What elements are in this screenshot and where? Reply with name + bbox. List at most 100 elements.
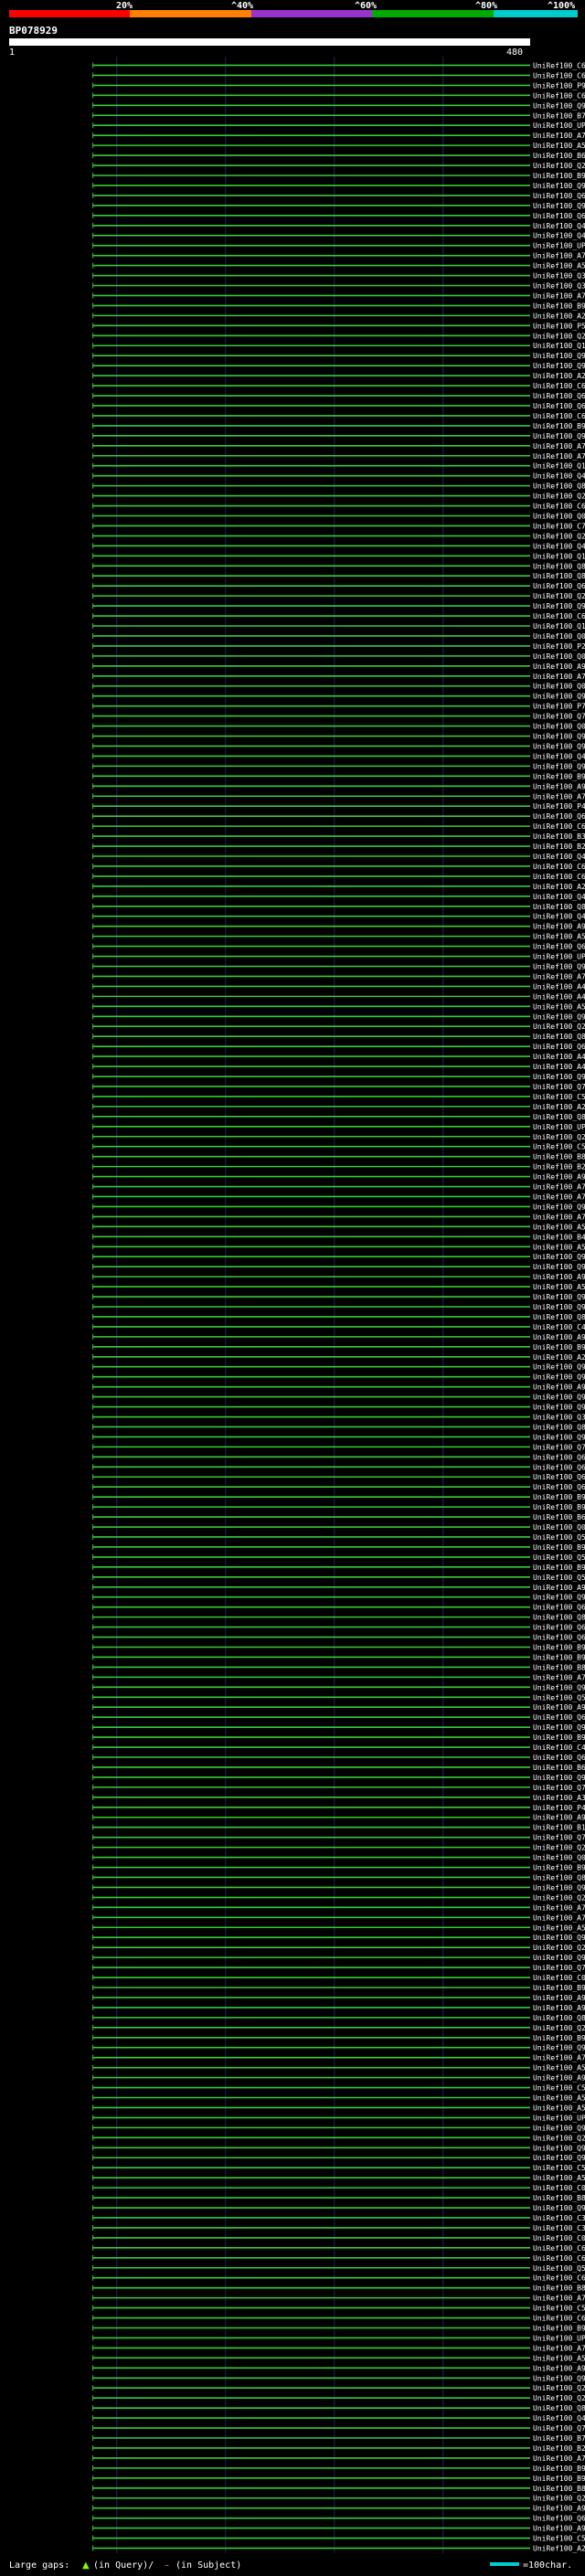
hit-label[interactable]: UniRef100_Q2LPR8: [533, 1023, 585, 1031]
hit-label[interactable]: UniRef100_Q9M601: [533, 733, 585, 741]
hit-label[interactable]: UniRef100_Q9SQV9: [533, 432, 585, 440]
hit-label[interactable]: UniRef100_C5YHU5: [533, 2084, 585, 2093]
hit-label[interactable]: UniRef100_Q2L381: [533, 2024, 585, 2032]
hit-label[interactable]: UniRef100_Q6L8K4: [533, 192, 585, 200]
hit-label[interactable]: UniRef100_Q27UTU1: [533, 2394, 585, 2402]
hit-label[interactable]: UniRef100_Q7SXJ0: [533, 713, 585, 721]
hit-label[interactable]: UniRef100_Q09K01: [533, 723, 585, 731]
hit-label[interactable]: UniRef100_B1P1X8: [533, 1824, 585, 1832]
hit-label[interactable]: UniRef100_Q9SN20: [533, 2144, 585, 2152]
hit-label[interactable]: UniRef100_A4L9H7: [533, 992, 585, 1001]
hit-label[interactable]: UniRef100_Q8LMJ8: [533, 1423, 585, 1431]
hit-label[interactable]: UniRef100_Q2QW09: [533, 2495, 585, 2503]
hit-label[interactable]: UniRef100_A5WMH5: [533, 1243, 585, 1251]
hit-label[interactable]: UniRef100_Q14YV8: [533, 342, 585, 350]
hit-label[interactable]: UniRef100_A4L9H2: [533, 1053, 585, 1061]
hit-label[interactable]: UniRef100_A5B0Y5: [533, 2064, 585, 2072]
hit-label[interactable]: UniRef100_Q9CA03: [533, 1954, 585, 1962]
hit-label[interactable]: UniRef100_A2Q553: [533, 312, 585, 320]
hit-label[interactable]: UniRef100_Q8H215: [533, 1873, 585, 1882]
hit-label[interactable]: UniRef100_Q94KZ8: [533, 1404, 585, 1412]
hit-label[interactable]: UniRef100_UP1000..: [533, 2334, 585, 2342]
hit-label[interactable]: UniRef100_Q9CAM9: [533, 1203, 585, 1211]
hit-label[interactable]: UniRef100_C6T1J7: [533, 382, 585, 390]
hit-label[interactable]: UniRef100_Q9SWC2: [533, 2154, 585, 2162]
hit-label[interactable]: UniRef100_C6FAS4: [533, 2244, 585, 2253]
hit-label[interactable]: UniRef100_A9NPE2: [533, 1703, 585, 1712]
hit-label[interactable]: UniRef100_Q43609: [533, 232, 585, 240]
hit-label[interactable]: UniRef100_UP1000..: [533, 953, 585, 961]
hit-label[interactable]: UniRef100_Q9XE90: [533, 1293, 585, 1301]
hit-label[interactable]: UniRef100_B9G8S0: [533, 422, 585, 430]
hit-label[interactable]: UniRef100_Q6UNM7: [533, 1754, 585, 1762]
hit-label[interactable]: UniRef100_Q42949: [533, 913, 585, 921]
hit-label[interactable]: UniRef100_C6TGR0: [533, 503, 585, 511]
hit-label[interactable]: UniRef100_A7PSQ3: [533, 2344, 585, 2352]
hit-label[interactable]: UniRef100_Q677C9: [533, 812, 585, 821]
hit-label[interactable]: UniRef100_A7QW16: [533, 2054, 585, 2062]
hit-label[interactable]: UniRef100_Q43347: [533, 853, 585, 861]
hit-label[interactable]: UniRef100_A2TL82: [533, 2545, 585, 2553]
hit-label[interactable]: UniRef100_Q94GW8: [533, 1433, 585, 1441]
hit-label[interactable]: UniRef100_B9RMV2: [533, 1653, 585, 1661]
hit-label[interactable]: UniRef100_A9PCT2: [533, 1333, 585, 1341]
hit-label[interactable]: UniRef100_Q8L8L1: [533, 2404, 585, 2412]
hit-label[interactable]: UniRef100_Q2LBH8: [533, 532, 585, 540]
hit-label[interactable]: UniRef100_C0SS22: [533, 2184, 585, 2192]
hit-label[interactable]: UniRef100_A5AER5: [533, 2354, 585, 2362]
hit-label[interactable]: UniRef100_A7Q037: [533, 292, 585, 300]
hit-label[interactable]: UniRef100_P93324: [533, 81, 585, 90]
hit-label[interactable]: UniRef100_Q9LPU6: [533, 1594, 585, 1602]
hit-label[interactable]: UniRef100_C4B899: [533, 1323, 585, 1331]
hit-label[interactable]: UniRef100_B8LQK9: [533, 2284, 585, 2293]
hit-label[interactable]: UniRef100_Q01M69: [533, 1854, 585, 1862]
hit-label[interactable]: UniRef100_A2Q554: [533, 372, 585, 380]
hit-label[interactable]: UniRef100_Q9CAQ4: [533, 1303, 585, 1311]
hit-label[interactable]: UniRef100_Q9M602: [533, 742, 585, 750]
hit-label[interactable]: UniRef100_Q43346: [533, 472, 585, 481]
hit-label[interactable]: UniRef100_A2Y4F7: [533, 1353, 585, 1362]
hit-label[interactable]: UniRef100_A9NJN6: [533, 2074, 585, 2083]
hit-label[interactable]: UniRef100_Q9AQ47: [533, 1253, 585, 1261]
hit-label[interactable]: UniRef100_Q9S0A0: [533, 352, 585, 360]
hit-label[interactable]: UniRef100_Q0LW88: [533, 652, 585, 661]
hit-label[interactable]: UniRef100_C6FFB6: [533, 822, 585, 831]
hit-label[interactable]: UniRef100_Q2HTB5: [533, 162, 585, 170]
hit-label[interactable]: UniRef100_A5AL50: [533, 262, 585, 270]
hit-label[interactable]: UniRef100_A9A204: [533, 2364, 585, 2372]
hit-label[interactable]: UniRef100_B7FI96: [533, 111, 585, 120]
hit-label[interactable]: UniRef100_Q2QYU3: [533, 1944, 585, 1952]
hit-label[interactable]: UniRef100_Q8GU25: [533, 562, 585, 570]
hit-label[interactable]: UniRef100_B9R3D3: [533, 772, 585, 780]
hit-label[interactable]: UniRef100_Q41119: [533, 542, 585, 550]
hit-label[interactable]: UniRef100_A7MZH0: [533, 2454, 585, 2463]
hit-label[interactable]: UniRef100_Q93XD4: [533, 2044, 585, 2052]
hit-label[interactable]: UniRef100_A5AC19: [533, 142, 585, 150]
hit-label[interactable]: UniRef100_B8LRV0: [533, 2194, 585, 2202]
hit-label[interactable]: UniRef100_A7Q919: [533, 2295, 585, 2303]
hit-label[interactable]: UniRef100_Q3LJN4: [533, 1414, 585, 1422]
hit-label[interactable]: UniRef100_UP1000..: [533, 122, 585, 130]
hit-label[interactable]: UniRef100_C5WNH4: [533, 2305, 585, 2313]
hit-label[interactable]: UniRef100_C7F623: [533, 522, 585, 530]
hit-label[interactable]: UniRef100_Q1JUZ5: [533, 622, 585, 631]
hit-label[interactable]: UniRef100_B9RMV1: [533, 1643, 585, 1651]
hit-label[interactable]: UniRef100_C6FAU5: [533, 2315, 585, 2323]
hit-label[interactable]: UniRef100_A5B5S9: [533, 2104, 585, 2112]
hit-label[interactable]: UniRef100_A9NX33: [533, 1383, 585, 1392]
hit-label[interactable]: UniRef100_Q1JUZ8: [533, 552, 585, 560]
hit-label[interactable]: UniRef100_B9I855: [533, 2324, 585, 2332]
hit-label[interactable]: UniRef100_A9P2N4: [533, 2525, 585, 2533]
hit-label[interactable]: UniRef100_C6T1V2: [533, 71, 585, 80]
hit-label[interactable]: UniRef100_Q9XE92: [533, 1394, 585, 1402]
hit-label[interactable]: UniRef100_Q42958: [533, 752, 585, 760]
hit-label[interactable]: UniRef100_A4L914: [533, 982, 585, 991]
hit-label[interactable]: UniRef100_Q41086: [533, 893, 585, 901]
hit-label[interactable]: UniRef100_Q70M75: [533, 1443, 585, 1451]
hit-label[interactable]: UniRef100_Q9M569: [533, 602, 585, 610]
hit-label[interactable]: UniRef100_A9QQ87: [533, 1173, 585, 1182]
hit-label[interactable]: UniRef100_C6TJM0: [533, 412, 585, 420]
hit-label[interactable]: UniRef100_A7QN12: [533, 1903, 585, 1912]
hit-label[interactable]: UniRef100_A9NFC7: [533, 1584, 585, 1592]
hit-label[interactable]: UniRef100_B9G8B9: [533, 302, 585, 310]
